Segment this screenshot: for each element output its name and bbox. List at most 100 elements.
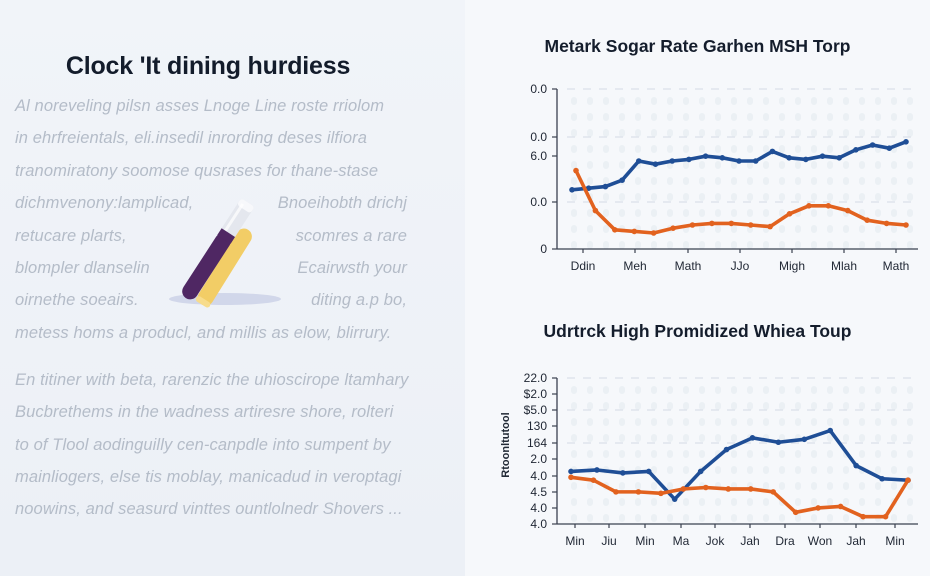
grid-dot <box>843 498 849 506</box>
grid-dot <box>619 418 625 426</box>
data-point-orange <box>844 207 851 214</box>
grid-dot <box>699 145 705 153</box>
grid-dot <box>731 209 737 217</box>
grid-dot <box>619 193 625 201</box>
grid-dot <box>843 193 849 201</box>
grid-dot <box>907 97 913 105</box>
grid-dot <box>603 514 609 522</box>
data-point-blue <box>594 467 600 473</box>
grid-dot <box>907 177 913 185</box>
grid-dot <box>651 193 657 201</box>
grid-dot <box>699 386 705 394</box>
data-point-orange <box>592 207 599 214</box>
grid-dot <box>635 450 641 458</box>
grid-dot <box>779 145 785 153</box>
data-point-blue <box>723 446 730 453</box>
grid-dot <box>795 193 801 201</box>
grid-dot <box>811 402 817 410</box>
grid-dot <box>891 434 897 442</box>
grid-dot <box>875 418 881 426</box>
grid-dot <box>875 113 881 121</box>
grid-dot <box>843 129 849 137</box>
grid-dot <box>891 514 897 522</box>
grid-dot <box>603 177 609 185</box>
grid-dot <box>667 514 673 522</box>
grid-dot <box>907 514 913 522</box>
grid-dot <box>763 97 769 105</box>
grid-dot <box>667 209 673 217</box>
grid-dot <box>731 161 737 169</box>
body-line: to of Tlool aodinguilly cen-canpdle into… <box>15 436 391 454</box>
grid-dot <box>875 450 881 458</box>
data-point-blue <box>801 436 808 443</box>
x-tick-label: Meh <box>623 259 646 273</box>
data-point-blue <box>636 158 642 164</box>
data-point-blue <box>619 177 625 183</box>
grid-dot <box>763 450 769 458</box>
body-line-left: blompler dlanselin <box>15 259 150 277</box>
grid-dot <box>891 97 897 105</box>
grid-dot <box>891 161 897 169</box>
grid-dot <box>779 386 785 394</box>
grid-dot <box>859 434 865 442</box>
grid-dot <box>811 498 817 506</box>
grid-dot <box>795 225 801 233</box>
grid-dot <box>571 193 577 201</box>
y-tick-label: 0.0 <box>530 195 547 209</box>
data-point-blue <box>853 147 859 153</box>
grid-dot <box>747 113 753 121</box>
grid-dot <box>667 386 673 394</box>
grid-dot <box>587 450 593 458</box>
grid-dot <box>891 129 897 137</box>
x-tick-label: Won <box>808 534 832 548</box>
grid-dot <box>731 145 737 153</box>
grid-dot <box>811 466 817 474</box>
grid-dot <box>811 450 817 458</box>
grid-dot <box>827 161 833 169</box>
grid-dot <box>683 97 689 105</box>
grid-dot <box>763 386 769 394</box>
grid-dot <box>571 482 577 490</box>
x-tick-label: Min <box>635 534 654 548</box>
data-point-orange <box>635 489 642 495</box>
grid-dot <box>907 466 913 474</box>
grid-dot <box>651 129 657 137</box>
grid-dot <box>907 193 913 201</box>
x-tick-label: Min <box>885 534 904 548</box>
data-point-blue <box>775 439 782 446</box>
grid-dot <box>699 193 705 201</box>
grid-dot <box>859 177 865 185</box>
x-tick-label: Jah <box>740 534 759 548</box>
grid-dot <box>859 193 865 201</box>
data-point-orange <box>860 513 866 520</box>
grid-dot <box>667 482 673 490</box>
series-line-blue <box>569 428 910 501</box>
grid-dot <box>859 161 865 169</box>
grid-dot <box>651 482 657 490</box>
grid-dot <box>635 434 641 442</box>
grid-dot <box>763 193 769 201</box>
grid-dot <box>875 129 881 137</box>
data-point-blue <box>879 475 885 482</box>
grid-dot <box>827 209 833 217</box>
grid-dot <box>907 241 913 249</box>
grid-dot <box>763 161 769 169</box>
article-panel: Clock 'It dining hurdiess Al noreveling … <box>0 0 465 576</box>
grid-dot <box>811 145 817 153</box>
grid-dot <box>619 450 625 458</box>
data-point-orange <box>612 227 618 233</box>
grid-dot <box>683 514 689 522</box>
grid-dot <box>619 402 625 410</box>
grid-dot <box>699 498 705 506</box>
grid-dot <box>683 241 689 249</box>
grid-dot <box>651 209 657 217</box>
grid-dot <box>619 498 625 506</box>
grid-dot <box>827 193 833 201</box>
grid-dot <box>843 386 849 394</box>
grid-dot <box>811 209 817 217</box>
y-axis-label: Rtoonltutool <box>500 412 512 477</box>
grid-dot <box>827 466 833 474</box>
grid-dot <box>859 97 865 105</box>
data-point-orange <box>728 220 735 227</box>
grid-dot <box>907 418 913 426</box>
